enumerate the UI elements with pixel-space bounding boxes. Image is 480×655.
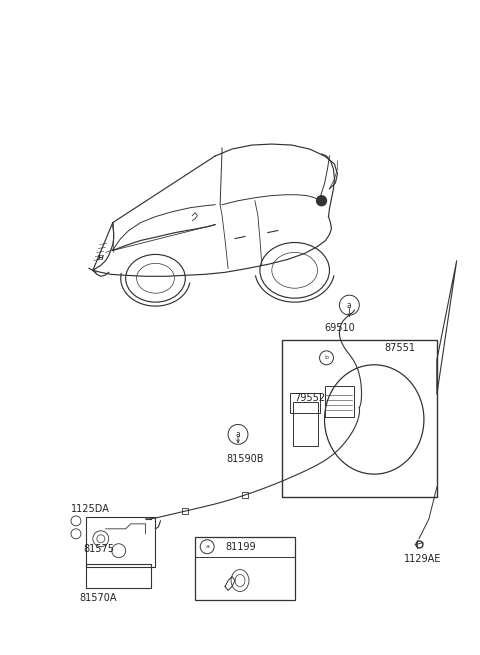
Text: 81570A: 81570A bbox=[79, 593, 117, 603]
Bar bbox=[86, 517, 156, 567]
Circle shape bbox=[316, 196, 326, 206]
Circle shape bbox=[228, 424, 248, 444]
Bar bbox=[182, 508, 188, 514]
Text: 81590B: 81590B bbox=[226, 454, 264, 464]
Text: 1125DA: 1125DA bbox=[71, 504, 110, 514]
Text: a: a bbox=[347, 301, 352, 310]
Bar bbox=[242, 492, 248, 498]
Bar bbox=[293, 402, 318, 446]
Text: a: a bbox=[205, 544, 209, 550]
Bar bbox=[290, 392, 320, 413]
Text: H: H bbox=[98, 255, 104, 261]
Bar bbox=[282, 340, 437, 497]
Bar bbox=[86, 563, 151, 588]
Text: 1129AE: 1129AE bbox=[404, 553, 442, 564]
Text: 87551: 87551 bbox=[384, 343, 415, 353]
Circle shape bbox=[339, 295, 360, 315]
Bar bbox=[301, 468, 308, 474]
Text: a: a bbox=[236, 430, 240, 439]
Text: 81575: 81575 bbox=[83, 544, 114, 553]
Text: 69510: 69510 bbox=[324, 323, 355, 333]
Bar bbox=[324, 386, 354, 417]
Text: 79552: 79552 bbox=[295, 392, 326, 403]
Text: 81199: 81199 bbox=[225, 542, 256, 552]
Circle shape bbox=[200, 540, 214, 553]
Bar bbox=[195, 537, 295, 601]
Text: b: b bbox=[324, 355, 328, 360]
Circle shape bbox=[320, 351, 334, 365]
